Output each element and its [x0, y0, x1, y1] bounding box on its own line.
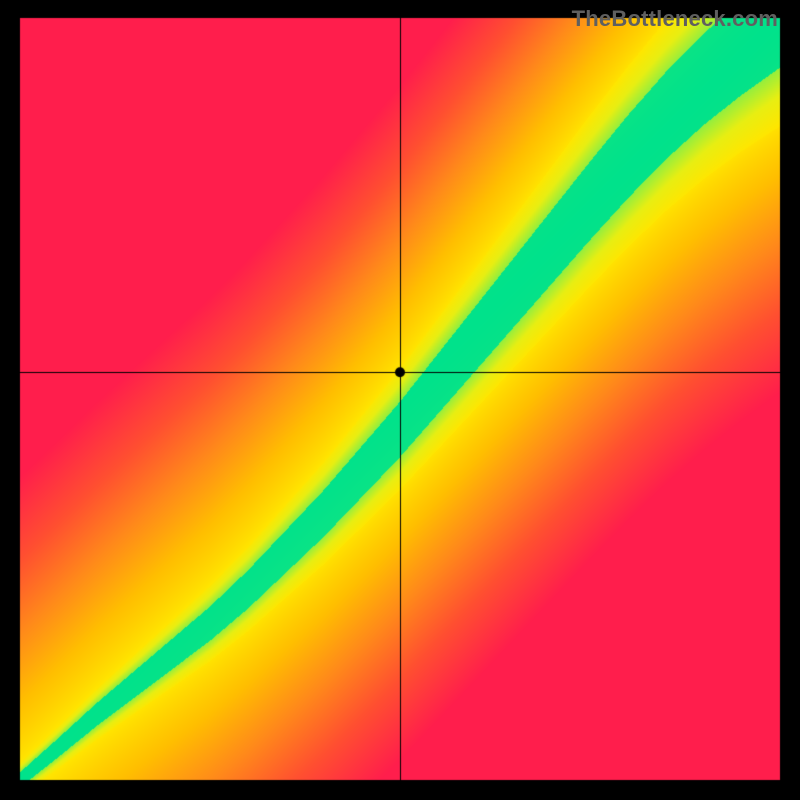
bottleneck-heatmap	[0, 0, 800, 800]
watermark-text: TheBottleneck.com	[572, 6, 778, 32]
chart-container: TheBottleneck.com	[0, 0, 800, 800]
